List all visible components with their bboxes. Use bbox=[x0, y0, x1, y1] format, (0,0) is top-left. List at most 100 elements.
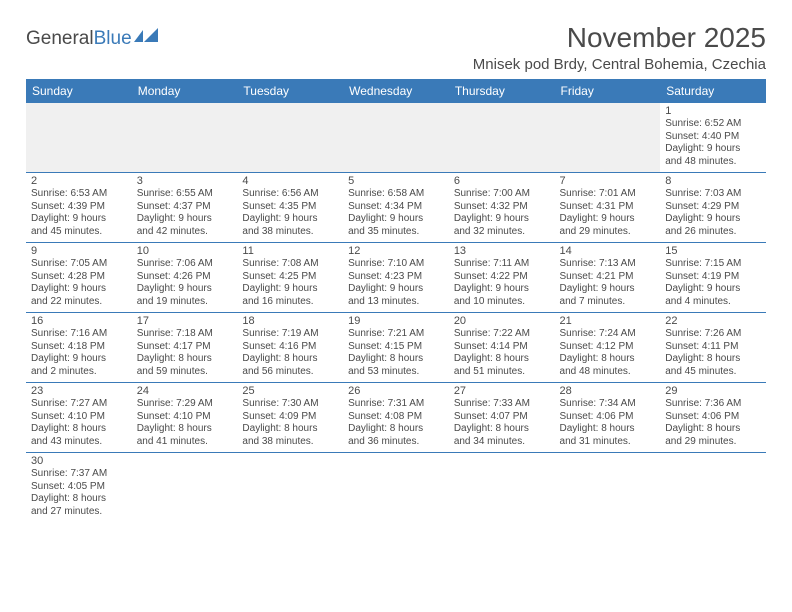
cell-day2: and 29 minutes. bbox=[560, 226, 656, 239]
cell-day2: and 53 minutes. bbox=[348, 366, 444, 379]
cell-sunrise: Sunrise: 7:21 AM bbox=[348, 328, 444, 341]
cell-sunset: Sunset: 4:07 PM bbox=[454, 411, 550, 424]
cell-sunrise: Sunrise: 7:19 AM bbox=[242, 328, 338, 341]
calendar-cell: 25Sunrise: 7:30 AMSunset: 4:09 PMDayligh… bbox=[237, 383, 343, 453]
logo: GeneralBlue bbox=[26, 28, 160, 50]
cell-sunrise: Sunrise: 7:31 AM bbox=[348, 398, 444, 411]
cell-day1: Daylight: 8 hours bbox=[454, 423, 550, 436]
cell-sunset: Sunset: 4:11 PM bbox=[665, 341, 761, 354]
cell-sunrise: Sunrise: 7:30 AM bbox=[242, 398, 338, 411]
day-number: 8 bbox=[665, 175, 761, 187]
cell-sunrise: Sunrise: 6:52 AM bbox=[665, 118, 761, 131]
calendar-cell: 19Sunrise: 7:21 AMSunset: 4:15 PMDayligh… bbox=[343, 313, 449, 383]
day-number: 22 bbox=[665, 315, 761, 327]
calendar-cell: 18Sunrise: 7:19 AMSunset: 4:16 PMDayligh… bbox=[237, 313, 343, 383]
cell-sunset: Sunset: 4:29 PM bbox=[665, 201, 761, 214]
calendar-cell: 5Sunrise: 6:58 AMSunset: 4:34 PMDaylight… bbox=[343, 173, 449, 243]
cell-day2: and 36 minutes. bbox=[348, 436, 444, 449]
calendar-cell: 10Sunrise: 7:06 AMSunset: 4:26 PMDayligh… bbox=[132, 243, 238, 313]
day-header: Tuesday bbox=[237, 79, 343, 103]
cell-sunset: Sunset: 4:26 PM bbox=[137, 271, 233, 284]
cell-day1: Daylight: 8 hours bbox=[31, 493, 127, 506]
calendar-row: 30Sunrise: 7:37 AMSunset: 4:05 PMDayligh… bbox=[26, 453, 766, 523]
cell-day2: and 16 minutes. bbox=[242, 296, 338, 309]
calendar-cell: 20Sunrise: 7:22 AMSunset: 4:14 PMDayligh… bbox=[449, 313, 555, 383]
calendar-cell: 29Sunrise: 7:36 AMSunset: 4:06 PMDayligh… bbox=[660, 383, 766, 453]
calendar-cell: 1Sunrise: 6:52 AMSunset: 4:40 PMDaylight… bbox=[660, 103, 766, 173]
day-number: 7 bbox=[560, 175, 656, 187]
day-number: 16 bbox=[31, 315, 127, 327]
cell-day1: Daylight: 9 hours bbox=[665, 213, 761, 226]
cell-day1: Daylight: 8 hours bbox=[560, 423, 656, 436]
cell-sunset: Sunset: 4:06 PM bbox=[560, 411, 656, 424]
cell-day2: and 10 minutes. bbox=[454, 296, 550, 309]
cell-sunset: Sunset: 4:05 PM bbox=[31, 481, 127, 494]
day-header: Friday bbox=[555, 79, 661, 103]
cell-day2: and 35 minutes. bbox=[348, 226, 444, 239]
cell-day1: Daylight: 9 hours bbox=[31, 353, 127, 366]
calendar-cell bbox=[132, 103, 238, 173]
cell-day1: Daylight: 9 hours bbox=[348, 283, 444, 296]
cell-sunrise: Sunrise: 7:34 AM bbox=[560, 398, 656, 411]
cell-day1: Daylight: 9 hours bbox=[242, 213, 338, 226]
cell-day2: and 27 minutes. bbox=[31, 506, 127, 519]
cell-sunset: Sunset: 4:37 PM bbox=[137, 201, 233, 214]
cell-sunset: Sunset: 4:39 PM bbox=[31, 201, 127, 214]
page: GeneralBlue November 2025 Mnisek pod Brd… bbox=[0, 0, 792, 544]
cell-sunrise: Sunrise: 7:26 AM bbox=[665, 328, 761, 341]
day-number: 21 bbox=[560, 315, 656, 327]
cell-day2: and 29 minutes. bbox=[665, 436, 761, 449]
day-number: 13 bbox=[454, 245, 550, 257]
cell-sunrise: Sunrise: 7:08 AM bbox=[242, 258, 338, 271]
cell-day1: Daylight: 9 hours bbox=[137, 283, 233, 296]
cell-day2: and 45 minutes. bbox=[665, 366, 761, 379]
cell-day1: Daylight: 9 hours bbox=[31, 283, 127, 296]
day-number: 25 bbox=[242, 385, 338, 397]
cell-sunset: Sunset: 4:32 PM bbox=[454, 201, 550, 214]
cell-sunrise: Sunrise: 7:27 AM bbox=[31, 398, 127, 411]
cell-sunset: Sunset: 4:35 PM bbox=[242, 201, 338, 214]
cell-day1: Daylight: 9 hours bbox=[348, 213, 444, 226]
calendar-row: 9Sunrise: 7:05 AMSunset: 4:28 PMDaylight… bbox=[26, 243, 766, 313]
cell-day1: Daylight: 8 hours bbox=[137, 353, 233, 366]
cell-sunset: Sunset: 4:34 PM bbox=[348, 201, 444, 214]
cell-sunset: Sunset: 4:10 PM bbox=[31, 411, 127, 424]
calendar-cell: 13Sunrise: 7:11 AMSunset: 4:22 PMDayligh… bbox=[449, 243, 555, 313]
cell-sunset: Sunset: 4:12 PM bbox=[560, 341, 656, 354]
cell-day2: and 34 minutes. bbox=[454, 436, 550, 449]
cell-sunrise: Sunrise: 7:00 AM bbox=[454, 188, 550, 201]
cell-sunset: Sunset: 4:16 PM bbox=[242, 341, 338, 354]
cell-day1: Daylight: 8 hours bbox=[454, 353, 550, 366]
cell-sunrise: Sunrise: 7:18 AM bbox=[137, 328, 233, 341]
cell-sunrise: Sunrise: 7:11 AM bbox=[454, 258, 550, 271]
calendar-cell bbox=[660, 453, 766, 523]
cell-day2: and 22 minutes. bbox=[31, 296, 127, 309]
calendar-cell: 26Sunrise: 7:31 AMSunset: 4:08 PMDayligh… bbox=[343, 383, 449, 453]
cell-day2: and 51 minutes. bbox=[454, 366, 550, 379]
cell-day2: and 48 minutes. bbox=[560, 366, 656, 379]
calendar-cell: 11Sunrise: 7:08 AMSunset: 4:25 PMDayligh… bbox=[237, 243, 343, 313]
cell-sunrise: Sunrise: 7:13 AM bbox=[560, 258, 656, 271]
logo-text-general: General bbox=[26, 28, 94, 50]
day-number: 5 bbox=[348, 175, 444, 187]
day-number: 26 bbox=[348, 385, 444, 397]
cell-day1: Daylight: 8 hours bbox=[348, 353, 444, 366]
calendar-cell: 30Sunrise: 7:37 AMSunset: 4:05 PMDayligh… bbox=[26, 453, 132, 523]
calendar-cell: 4Sunrise: 6:56 AMSunset: 4:35 PMDaylight… bbox=[237, 173, 343, 243]
header: GeneralBlue November 2025 Mnisek pod Brd… bbox=[26, 22, 766, 73]
cell-day1: Daylight: 9 hours bbox=[31, 213, 127, 226]
day-number: 10 bbox=[137, 245, 233, 257]
cell-sunrise: Sunrise: 7:24 AM bbox=[560, 328, 656, 341]
calendar-cell bbox=[132, 453, 238, 523]
cell-day2: and 19 minutes. bbox=[137, 296, 233, 309]
cell-day1: Daylight: 8 hours bbox=[137, 423, 233, 436]
calendar-cell bbox=[555, 453, 661, 523]
cell-day2: and 59 minutes. bbox=[137, 366, 233, 379]
cell-day1: Daylight: 8 hours bbox=[665, 353, 761, 366]
day-number: 28 bbox=[560, 385, 656, 397]
calendar-cell: 8Sunrise: 7:03 AMSunset: 4:29 PMDaylight… bbox=[660, 173, 766, 243]
day-number: 9 bbox=[31, 245, 127, 257]
calendar-cell bbox=[449, 103, 555, 173]
cell-day1: Daylight: 8 hours bbox=[242, 423, 338, 436]
calendar-cell bbox=[237, 103, 343, 173]
